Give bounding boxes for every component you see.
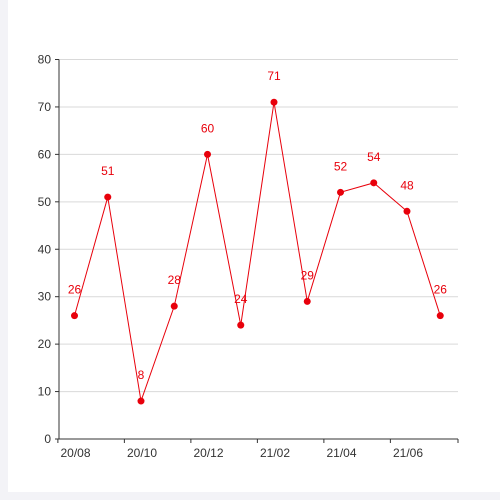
- left-page-margin: [0, 0, 8, 500]
- y-tick-label: 10: [38, 385, 52, 399]
- data-point[interactable]: [337, 188, 344, 196]
- data-label: 26: [68, 283, 82, 297]
- y-tick-label: 70: [38, 100, 52, 114]
- y-tick-label: 80: [38, 53, 52, 67]
- data-label: 48: [400, 178, 414, 192]
- data-points: [71, 98, 444, 405]
- data-point[interactable]: [270, 98, 278, 106]
- data-point[interactable]: [436, 312, 444, 320]
- series-polyline: [74, 102, 441, 402]
- series-line: [74, 102, 441, 402]
- y-tick-label: 20: [38, 337, 52, 351]
- data-labels: 26 51 8 28 60 24 71 29 52 54 48 26: [68, 69, 447, 382]
- data-point[interactable]: [403, 207, 411, 215]
- y-tick-label: 0: [44, 432, 51, 446]
- data-label: 28: [168, 273, 182, 287]
- bottom-page-margin: [0, 492, 500, 500]
- data-label: 54: [367, 150, 381, 164]
- data-point[interactable]: [303, 297, 311, 305]
- x-tick-label: 21/02: [260, 446, 290, 460]
- x-axis-tick-labels: 20/08 20/10 20/12 21/02 21/04 21/06: [60, 446, 423, 460]
- y-tick-label: 60: [38, 147, 52, 161]
- data-point[interactable]: [237, 321, 245, 329]
- x-tick-label: 21/06: [393, 446, 423, 460]
- data-point[interactable]: [137, 397, 145, 405]
- data-point[interactable]: [370, 179, 378, 187]
- x-tick-label: 21/04: [326, 446, 356, 460]
- y-axis-tick-labels: 0 10 20 30 40 50 60 70 80: [38, 53, 52, 447]
- x-tick-label: 20/08: [60, 446, 90, 460]
- data-label: 24: [234, 292, 248, 306]
- data-label: 52: [334, 159, 348, 173]
- x-tick-label: 20/10: [127, 446, 157, 460]
- data-label: 51: [101, 164, 115, 178]
- data-label: 60: [201, 121, 215, 135]
- data-point[interactable]: [170, 302, 178, 310]
- x-tick-label: 20/12: [193, 446, 223, 460]
- data-label: 71: [267, 69, 281, 83]
- data-point[interactable]: [71, 312, 78, 320]
- data-point[interactable]: [104, 193, 112, 201]
- axes: [55, 59, 459, 443]
- data-point[interactable]: [204, 150, 211, 158]
- data-label: 29: [301, 268, 315, 282]
- grid-lines: [59, 59, 458, 393]
- y-tick-label: 40: [38, 242, 52, 256]
- y-tick-label: 30: [38, 290, 52, 304]
- y-tick-label: 50: [38, 195, 52, 209]
- data-label: 8: [138, 368, 145, 382]
- data-label: 26: [434, 283, 448, 297]
